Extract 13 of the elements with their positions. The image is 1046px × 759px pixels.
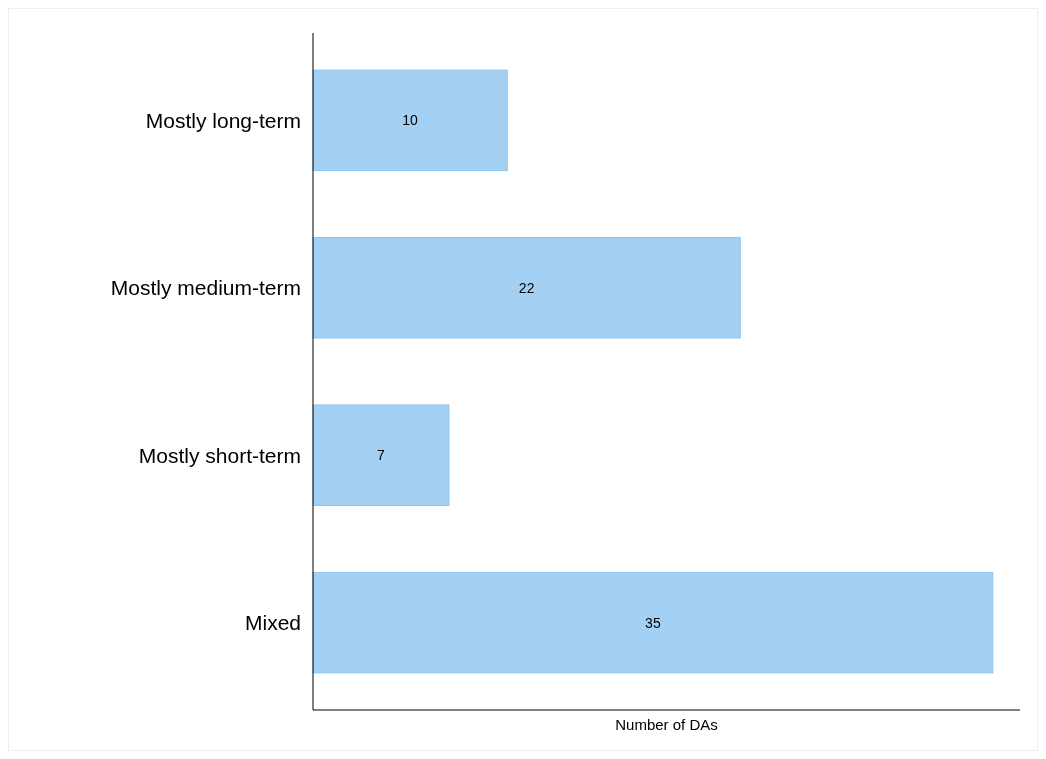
y-tick-label: Mixed: [244, 611, 301, 634]
bar: [312, 69, 508, 172]
y-tick-label: Mostly short-term: [138, 443, 301, 467]
bar: [312, 404, 450, 506]
x-axis-title: Number of DAs: [615, 716, 718, 733]
data-label: 22: [518, 279, 535, 296]
bar: [312, 237, 741, 339]
bar: [312, 571, 994, 674]
y-tick-label: Mostly long-term: [145, 108, 301, 132]
y-tick-label: Mostly medium-term: [110, 276, 301, 300]
data-label: 35: [645, 614, 661, 631]
data-label: 7: [377, 447, 386, 464]
data-label: 10: [402, 112, 419, 129]
